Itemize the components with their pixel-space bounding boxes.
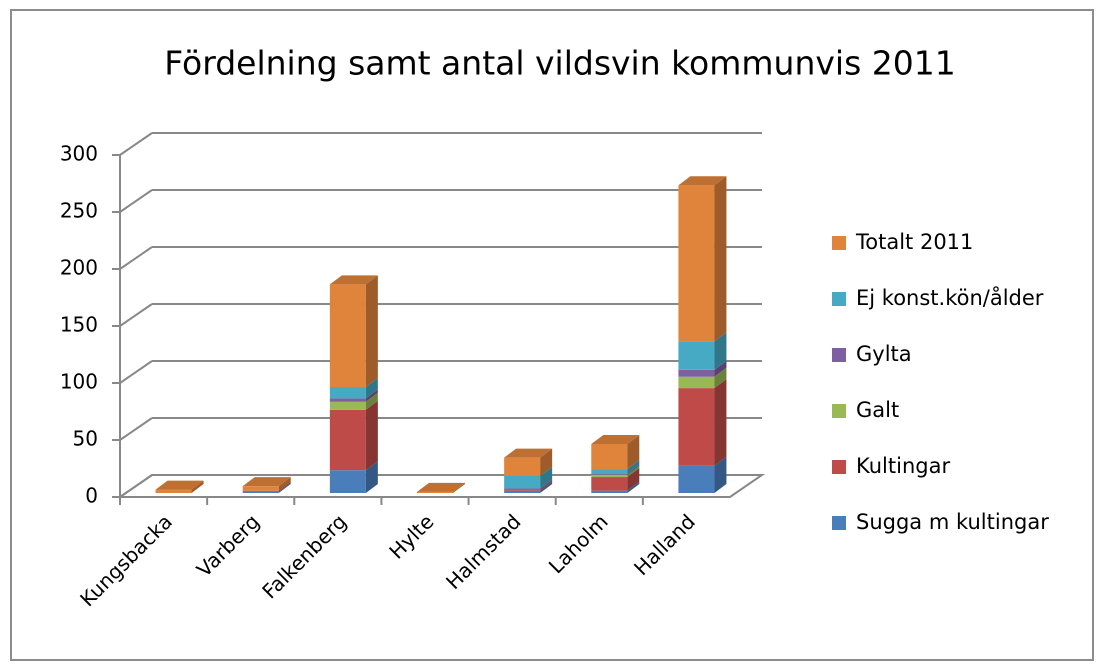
bar-side <box>627 468 640 491</box>
bar-side <box>627 460 640 474</box>
bar-segment <box>591 477 628 491</box>
y-tick-label: 100 <box>60 370 98 394</box>
grid-line <box>119 417 153 441</box>
bar-segment <box>678 376 715 389</box>
bar-side <box>540 479 553 490</box>
bar-segment <box>678 185 715 342</box>
bar-side <box>714 176 727 342</box>
bar-segment <box>591 490 628 493</box>
bar-top <box>591 434 640 444</box>
bar-side <box>714 332 727 370</box>
bar-side <box>627 481 640 493</box>
bar-side <box>627 464 640 475</box>
y-tick-label: 250 <box>60 199 98 223</box>
bar-side <box>278 477 291 491</box>
bar-side <box>365 392 378 410</box>
legend-label: Kultingar <box>856 454 950 478</box>
bar-segment <box>242 486 279 491</box>
chart-title: Fördelning samt antal vildsvin kommunvis… <box>164 44 956 83</box>
bar-segment <box>504 475 541 489</box>
bar-side <box>365 377 378 399</box>
bar-segment <box>329 409 366 471</box>
bar-side <box>714 360 727 377</box>
bar-top <box>504 448 553 458</box>
bar-top <box>678 176 727 186</box>
bar-segment <box>329 386 366 399</box>
bar-segment <box>329 284 366 387</box>
bar-segment <box>504 488 541 490</box>
bar-side <box>191 480 204 493</box>
legend-label: Sugga m kultingar <box>856 510 1049 534</box>
y-tick-label: 50 <box>73 427 98 451</box>
bar-segment <box>242 491 279 493</box>
bar-segment <box>504 457 541 476</box>
bar-side <box>365 461 378 493</box>
bar-segment <box>329 398 366 402</box>
bar-segment <box>155 489 192 493</box>
bar-side <box>627 434 640 470</box>
bar-segment <box>591 473 628 475</box>
bar-segment <box>504 490 541 493</box>
bar-side <box>278 481 291 492</box>
bar-side <box>714 367 727 389</box>
legend-label: Totalt 2011 <box>855 230 973 254</box>
legend-swatch <box>832 348 846 362</box>
grid-line <box>119 132 153 156</box>
bar-segment <box>242 490 279 492</box>
bar-segment <box>591 443 628 470</box>
chart-frame <box>10 9 1094 661</box>
bar-top <box>242 477 291 487</box>
grid-line <box>119 474 153 498</box>
bar-segment <box>678 465 715 493</box>
bar-side <box>278 482 291 493</box>
grid-line <box>119 303 153 327</box>
bar-side <box>365 400 378 471</box>
legend-label: Galt <box>856 398 899 422</box>
y-tick-label: 300 <box>60 142 98 166</box>
bar-side <box>365 275 378 387</box>
legend-label: Ej konst.kön/ålder <box>856 285 1044 310</box>
legend-swatch <box>832 292 846 306</box>
bar-segment <box>678 388 715 466</box>
grid-line <box>119 360 153 384</box>
bar-side <box>714 379 727 466</box>
bar-side <box>540 480 553 491</box>
bar-side <box>453 482 465 493</box>
y-tick-label: 0 <box>85 484 98 508</box>
bar-side <box>627 465 640 478</box>
bar-segment <box>678 369 715 377</box>
bar-segment <box>591 469 628 474</box>
y-tick-label: 200 <box>60 256 98 280</box>
bar-side <box>365 389 378 402</box>
bar-side <box>540 466 553 489</box>
bar-top <box>417 482 465 492</box>
bar-segment <box>329 470 366 493</box>
bar-segment <box>591 474 628 478</box>
bar-side <box>540 448 553 476</box>
bar-top <box>329 275 378 285</box>
bar-side <box>714 456 727 493</box>
bar-side <box>540 481 553 493</box>
legend-swatch <box>832 516 846 530</box>
legend-swatch <box>832 236 846 250</box>
bar-top <box>155 480 204 490</box>
bar-segment <box>678 341 715 370</box>
bar-segment <box>504 489 541 491</box>
grid-line <box>119 246 153 270</box>
legend-swatch <box>832 460 846 474</box>
bar-segment <box>417 491 453 493</box>
legend-label: Gylta <box>856 342 912 366</box>
y-tick-label: 150 <box>60 313 98 337</box>
bar-segment <box>329 401 366 410</box>
legend-swatch <box>832 404 846 418</box>
grid-line <box>119 189 153 213</box>
